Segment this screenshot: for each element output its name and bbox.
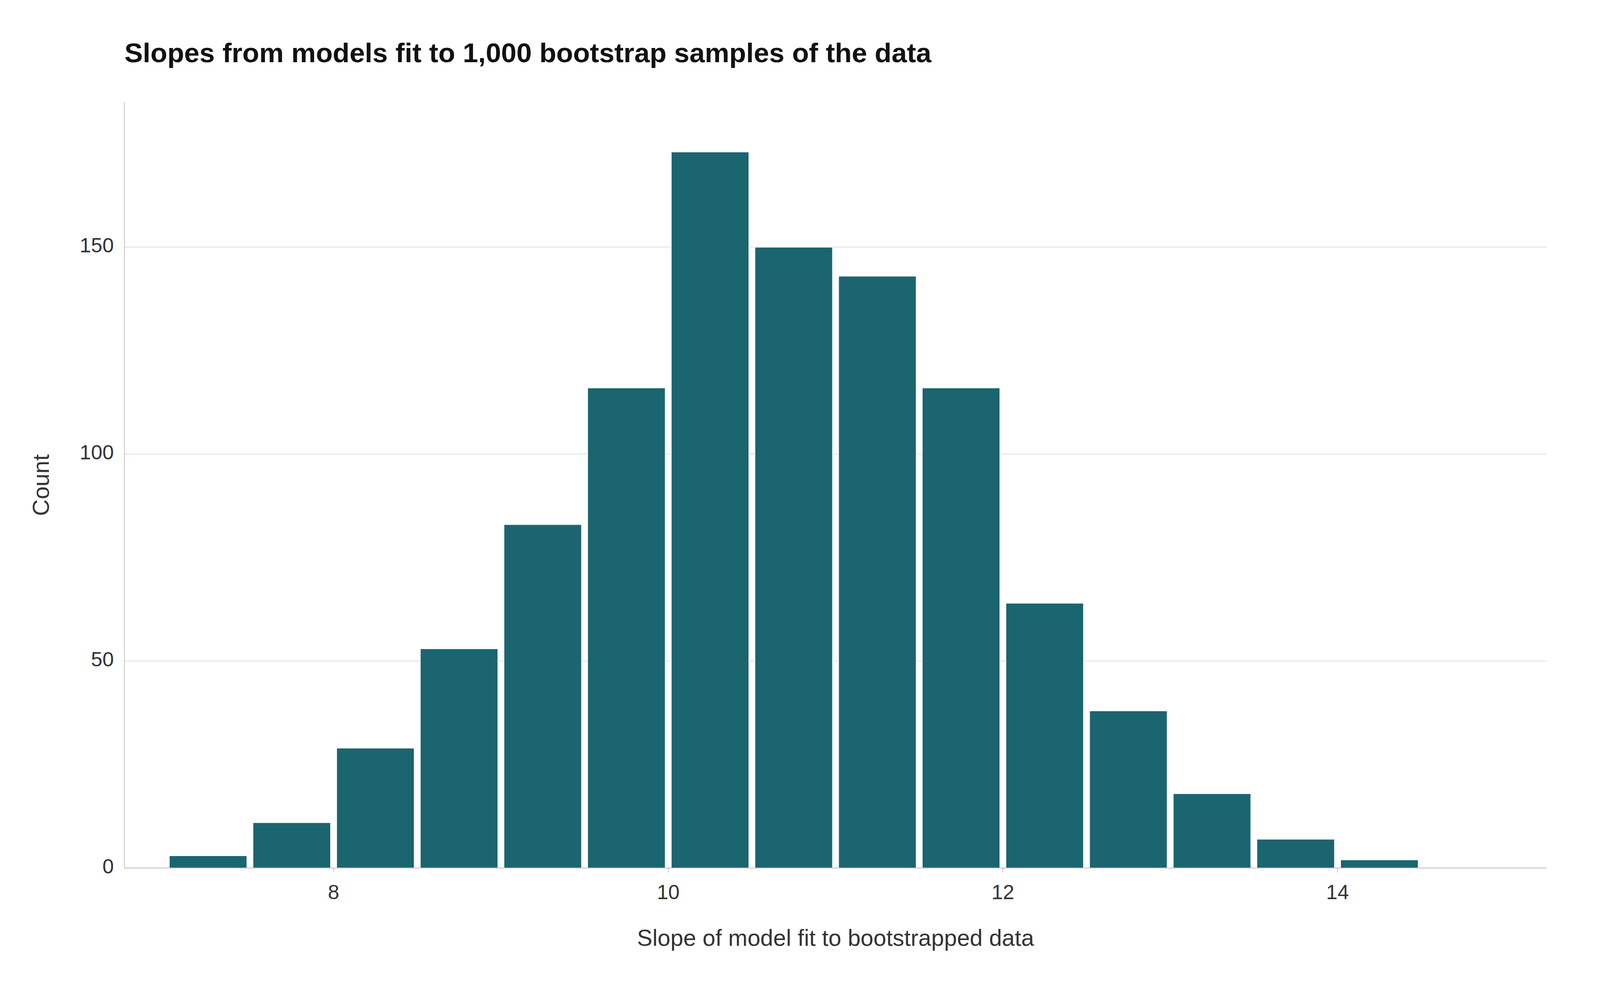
bars [169, 152, 1419, 869]
histogram-bar [336, 748, 415, 869]
y-tick-label: 0 [102, 855, 114, 879]
y-axis-label: Count [28, 454, 54, 516]
histogram-bar [1340, 860, 1419, 869]
chart-container: 0 50 100 150 8 10 12 14 Slope of model fit to bo… [0, 0, 1600, 988]
background [0, 0, 1600, 988]
grid-line [124, 660, 1547, 662]
histogram-bar [671, 152, 749, 869]
chart-svg: 0 50 100 150 8 10 12 14 Slope of model fit to bo… [0, 0, 1600, 988]
x-tick-label: 10 [656, 880, 680, 904]
grid-line [124, 453, 1547, 455]
grid-line [124, 246, 1547, 248]
x-tick-label: 14 [1326, 880, 1349, 904]
y-axis-line [124, 102, 125, 869]
y-grid [124, 247, 1547, 869]
chart-title: Slopes from models fit to 1,000 bootstra… [124, 37, 932, 68]
x-tick [1337, 868, 1339, 873]
x-axis-line [124, 868, 1547, 869]
histogram-bar [754, 247, 833, 869]
histogram-bar [420, 648, 498, 869]
x-tick [333, 868, 335, 873]
y-tick-label: 150 [79, 233, 114, 257]
histogram-bar [1089, 711, 1168, 869]
y-tick-label: 100 [79, 440, 114, 464]
histogram-bar [838, 276, 917, 869]
x-tick [1002, 868, 1004, 873]
histogram-bar [1005, 603, 1084, 869]
histogram-bar [252, 822, 331, 869]
histogram-bar [169, 856, 248, 869]
y-tick-label: 50 [91, 648, 114, 672]
x-tick-label: 12 [991, 880, 1015, 904]
histogram-bar [1256, 839, 1335, 869]
grid-line [124, 868, 1547, 869]
x-tick-label: 8 [328, 880, 340, 904]
x-axis-label: Slope of model fit to bootstrapped data [636, 925, 1034, 952]
x-tick [668, 868, 669, 873]
histogram-bar [504, 524, 582, 869]
histogram-bar [922, 388, 1000, 869]
histogram-bar [587, 388, 666, 869]
histogram-bar [1173, 793, 1252, 869]
